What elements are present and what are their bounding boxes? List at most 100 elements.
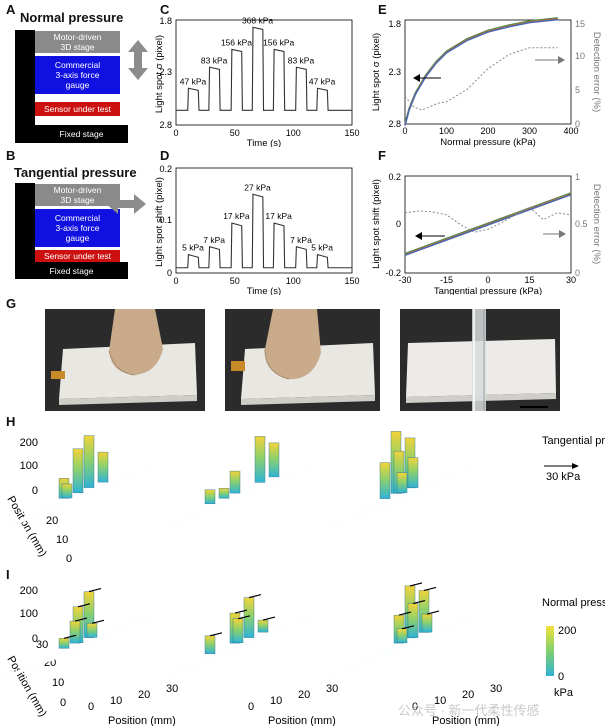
grid-tile	[391, 491, 415, 502]
grid-tile	[216, 496, 240, 507]
panel-label-e: E	[378, 2, 387, 17]
y-tick-label: 0	[66, 553, 72, 565]
grid-tile	[243, 481, 267, 492]
grid-tile	[48, 501, 72, 512]
grid-tile	[399, 636, 423, 647]
grid-tile	[177, 663, 201, 674]
data-label: 156 kPa	[221, 37, 252, 47]
z-tick-label: 0	[32, 633, 38, 645]
z-tick-label: 100	[20, 460, 38, 472]
y-tick-label: 30	[36, 639, 48, 651]
series-line	[176, 193, 352, 269]
colorbar	[546, 626, 554, 676]
grid-tile	[444, 620, 468, 630]
grid-tile	[62, 496, 86, 507]
grid-tile	[463, 609, 487, 620]
grid-tile	[380, 646, 404, 657]
x-tick-label: 300	[522, 126, 537, 136]
grid-tile	[31, 657, 55, 668]
grid-tile	[379, 642, 403, 653]
grid-tile	[86, 631, 110, 642]
grid-tile	[271, 470, 295, 481]
x-tick-label: 0	[402, 126, 407, 136]
grid-tile	[78, 636, 102, 647]
grid-tile	[6, 518, 30, 529]
grid-tile	[313, 454, 337, 465]
grid-tile	[236, 640, 260, 651]
grid-tile	[288, 615, 312, 626]
data-label: 47 kPa	[309, 76, 336, 86]
grid-tile	[285, 615, 309, 626]
x-tick-label: 100	[286, 128, 301, 138]
grid-tile	[87, 485, 111, 496]
grid-tile	[73, 641, 97, 652]
x-tick-label: 20	[462, 689, 474, 701]
grid-tile	[244, 485, 268, 496]
force-arrow	[63, 634, 77, 639]
bar	[86, 623, 98, 638]
grid-tile	[92, 631, 116, 641]
error-line	[404, 47, 558, 111]
y-tick-label: 1.8	[159, 16, 172, 26]
grid-tile	[22, 658, 46, 669]
grid-tile	[67, 491, 91, 502]
grid-tile	[210, 647, 234, 658]
bar	[393, 450, 405, 494]
x-tick-label: 20	[298, 689, 310, 701]
grid-tile	[260, 476, 284, 487]
grid-tile	[247, 635, 271, 646]
grid-tile	[97, 626, 121, 637]
panel-label-b: B	[6, 148, 16, 163]
grid-tile	[449, 465, 473, 476]
force-arrow	[412, 600, 426, 605]
y-tick-label: 10	[56, 534, 68, 546]
grid-tile	[44, 498, 68, 509]
grid-tile	[42, 652, 66, 663]
x-tick-label: 10	[110, 695, 122, 707]
data-label: 7 kPa	[203, 235, 225, 245]
grid-tile	[405, 486, 429, 497]
grid-tile	[196, 503, 220, 513]
x-tick-label: 30	[166, 683, 178, 695]
y-tick-label: -0.2	[385, 268, 401, 278]
grid-tile	[139, 459, 163, 470]
grid-tile	[53, 497, 77, 508]
grid-tile	[76, 490, 100, 501]
x-tick-label: 200	[480, 126, 495, 136]
force-arrow	[74, 617, 88, 622]
bar	[97, 451, 109, 483]
grid-tile	[83, 481, 107, 492]
grid-tile	[358, 657, 382, 668]
grid-tile	[208, 651, 232, 662]
grid-tile	[274, 620, 298, 631]
grid-tile	[327, 668, 351, 679]
y2-tick-label: 1	[575, 172, 580, 182]
grid-tile	[233, 491, 257, 502]
grid-tile	[449, 615, 473, 626]
grid-tile	[194, 507, 218, 518]
grid-tile	[433, 625, 457, 636]
grid-tile	[249, 631, 273, 642]
grid-tile	[271, 620, 295, 631]
grid-tile	[100, 626, 124, 637]
grid-tile	[452, 465, 476, 476]
grid-tile	[255, 630, 279, 641]
grid-tile	[371, 647, 395, 658]
grid-tile	[67, 641, 91, 652]
colorbar-unit-label: kPa	[554, 687, 574, 699]
grid-tile	[111, 470, 135, 481]
grid-tile	[152, 523, 176, 534]
y-tick-label: 2.3	[159, 67, 172, 77]
grid-tile	[360, 503, 384, 513]
grid-tile	[25, 658, 49, 669]
data-label: 156 kPa	[263, 37, 294, 47]
grid-tile	[202, 502, 226, 513]
grid-tile	[357, 653, 381, 664]
grid-tile	[363, 652, 387, 663]
force-arrow	[237, 615, 251, 620]
grid-tile	[427, 475, 451, 486]
grid-tile	[352, 507, 376, 518]
z-tick-label: 200	[20, 585, 38, 597]
panel-label-a: A	[6, 2, 16, 17]
grid-tile	[142, 609, 166, 620]
